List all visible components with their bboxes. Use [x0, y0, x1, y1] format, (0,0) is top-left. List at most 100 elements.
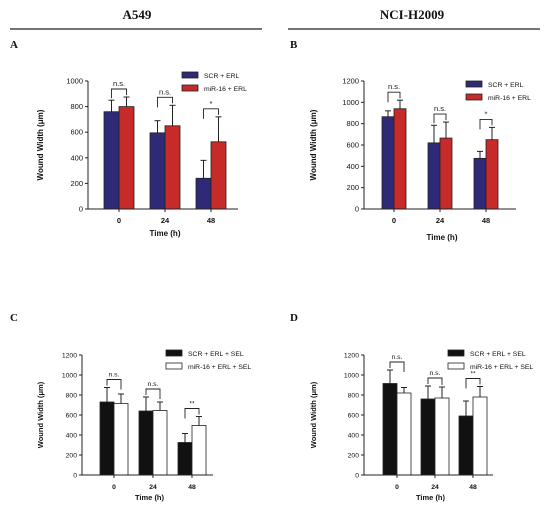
y-tick-label: 800 — [346, 119, 359, 128]
significance-bracket — [111, 88, 127, 99]
significance-label: n.s. — [388, 82, 400, 91]
panels: A 0 200 400 600 800 1000 0 24 48 n.s. n.s. * Time (h)… — [10, 39, 533, 502]
significance-bracket — [106, 379, 122, 390]
y-tick-label: 1200 — [344, 353, 359, 360]
panel-letter: A — [10, 39, 18, 51]
y-tick-label: 200 — [70, 179, 83, 188]
chart-panel-b: B 0 200 400 600 800 1000 1200 0 24 48 n.s. n.s. * Time… — [290, 39, 531, 242]
bar-scr-erl-sel-0 — [99, 401, 115, 476]
bar-scr-erl-sel-24 — [420, 398, 436, 476]
x-tick-label: 48 — [188, 484, 196, 491]
significance-label: n.s. — [109, 372, 120, 379]
bar-mir-16-erl-24 — [164, 125, 181, 210]
y-tick-label: 800 — [348, 393, 360, 400]
x-axis-title: Time (h) — [150, 229, 181, 238]
y-tick-label: 1000 — [342, 98, 359, 107]
significance-label: * — [485, 109, 488, 118]
x-axis-title: Time (h) — [135, 493, 165, 502]
legend-swatch — [181, 71, 199, 79]
y-tick-label: 400 — [348, 433, 360, 440]
bar-scr-erl-0 — [381, 116, 395, 210]
column-title-nci-h2009: NCI-H2009 — [380, 7, 445, 22]
x-tick-label: 0 — [117, 216, 121, 225]
x-tick-label: 48 — [469, 484, 477, 491]
y-tick-label: 200 — [66, 453, 78, 460]
y-tick-label: 1000 — [66, 77, 83, 86]
legend-swatch — [165, 349, 183, 357]
panel-letter: B — [290, 39, 298, 51]
panel-letter: D — [290, 312, 298, 324]
significance-label: n.s. — [430, 370, 441, 377]
y-tick-label: 0 — [79, 205, 83, 214]
y-tick-label: 1000 — [62, 373, 77, 380]
bar-mir-16-erl-48 — [210, 141, 227, 210]
bar-mir-16-erl-0 — [393, 108, 407, 210]
bar-mir-16-erl-sel-48 — [472, 396, 488, 476]
significance-bracket — [387, 91, 401, 103]
chart-panel-a: A 0 200 400 600 800 1000 0 24 48 n.s. n.s. * Time (h)… — [10, 39, 247, 238]
significance-bracket — [184, 408, 200, 419]
legend-swatch — [181, 84, 199, 92]
significance-label: n.s. — [148, 381, 159, 388]
x-tick-label: 0 — [395, 484, 399, 491]
column-title-a549: A549 — [123, 7, 152, 22]
significance-bracket — [465, 378, 481, 389]
panel-letter: C — [10, 312, 18, 324]
legend-label: SCR + ERL — [204, 73, 240, 80]
legend-label: miR-16 + ERL — [488, 95, 531, 102]
legend-label: miR-16 + ERL — [204, 86, 247, 93]
y-tick-label: 0 — [355, 205, 359, 214]
y-tick-label: 600 — [346, 141, 359, 150]
y-axis-title: Wound Width (μm) — [36, 109, 45, 180]
bar-scr-erl-sel-48 — [177, 442, 193, 476]
x-axis-title: Time (h) — [416, 493, 446, 502]
bar-scr-erl-48 — [473, 157, 487, 210]
bar-mir-16-erl-0 — [118, 106, 135, 210]
legend-swatch — [447, 362, 465, 370]
y-tick-label: 800 — [70, 102, 83, 111]
legend-label: SCR + ERL + SEL — [470, 351, 526, 358]
legend-swatch — [465, 80, 483, 88]
legend-swatch — [165, 362, 183, 370]
bar-mir-16-erl-sel-24 — [152, 410, 168, 476]
significance-label: n.s. — [434, 104, 446, 113]
y-tick-label: 0 — [73, 473, 77, 480]
y-tick-label: 400 — [66, 433, 78, 440]
y-tick-label: 600 — [70, 128, 83, 137]
y-axis-title: Wound Width (μm) — [309, 381, 318, 448]
bar-scr-erl-24 — [149, 132, 166, 210]
chart-panel-c: C 0 200 400 600 800 1000 1200 0 24 48 n.s. n.s. ** Tim… — [10, 312, 251, 502]
significance-bracket — [427, 377, 443, 385]
chart-panel-d: D 0 200 400 600 800 1000 1200 0 24 48 n.s. n.s. ** Tim… — [290, 312, 533, 502]
x-tick-label: 0 — [392, 216, 396, 225]
bar-scr-erl-sel-48 — [458, 415, 474, 476]
bar-mir-16-erl-sel-0 — [396, 392, 412, 476]
significance-label: ** — [189, 401, 195, 408]
bar-mir-16-erl-24 — [439, 137, 453, 210]
bar-mir-16-erl-48 — [485, 139, 499, 210]
y-tick-label: 400 — [70, 153, 83, 162]
y-tick-label: 800 — [66, 393, 78, 400]
y-tick-label: 1000 — [344, 373, 359, 380]
significance-bracket — [433, 113, 447, 124]
legend-label: miR-16 + ERL + SEL — [188, 364, 251, 371]
significance-label: n.s. — [392, 354, 403, 361]
bar-mir-16-erl-sel-24 — [434, 397, 450, 476]
x-tick-label: 48 — [482, 216, 490, 225]
y-tick-label: 0 — [355, 473, 359, 480]
legend-swatch — [447, 349, 465, 357]
bar-scr-erl-0 — [103, 111, 120, 210]
x-tick-label: 24 — [161, 216, 170, 225]
bar-mir-16-erl-sel-0 — [113, 403, 129, 476]
y-tick-label: 400 — [346, 162, 359, 171]
bar-mir-16-erl-sel-48 — [191, 425, 207, 476]
y-tick-label: 200 — [348, 453, 360, 460]
y-tick-label: 1200 — [342, 77, 359, 86]
x-tick-label: 48 — [207, 216, 215, 225]
x-axis-title: Time (h) — [427, 233, 458, 242]
significance-label: n.s. — [113, 79, 125, 88]
legend-swatch — [465, 93, 483, 101]
legend-label: SCR + ERL + SEL — [188, 351, 244, 358]
bar-scr-erl-48 — [195, 177, 212, 210]
y-tick-label: 600 — [348, 413, 360, 420]
